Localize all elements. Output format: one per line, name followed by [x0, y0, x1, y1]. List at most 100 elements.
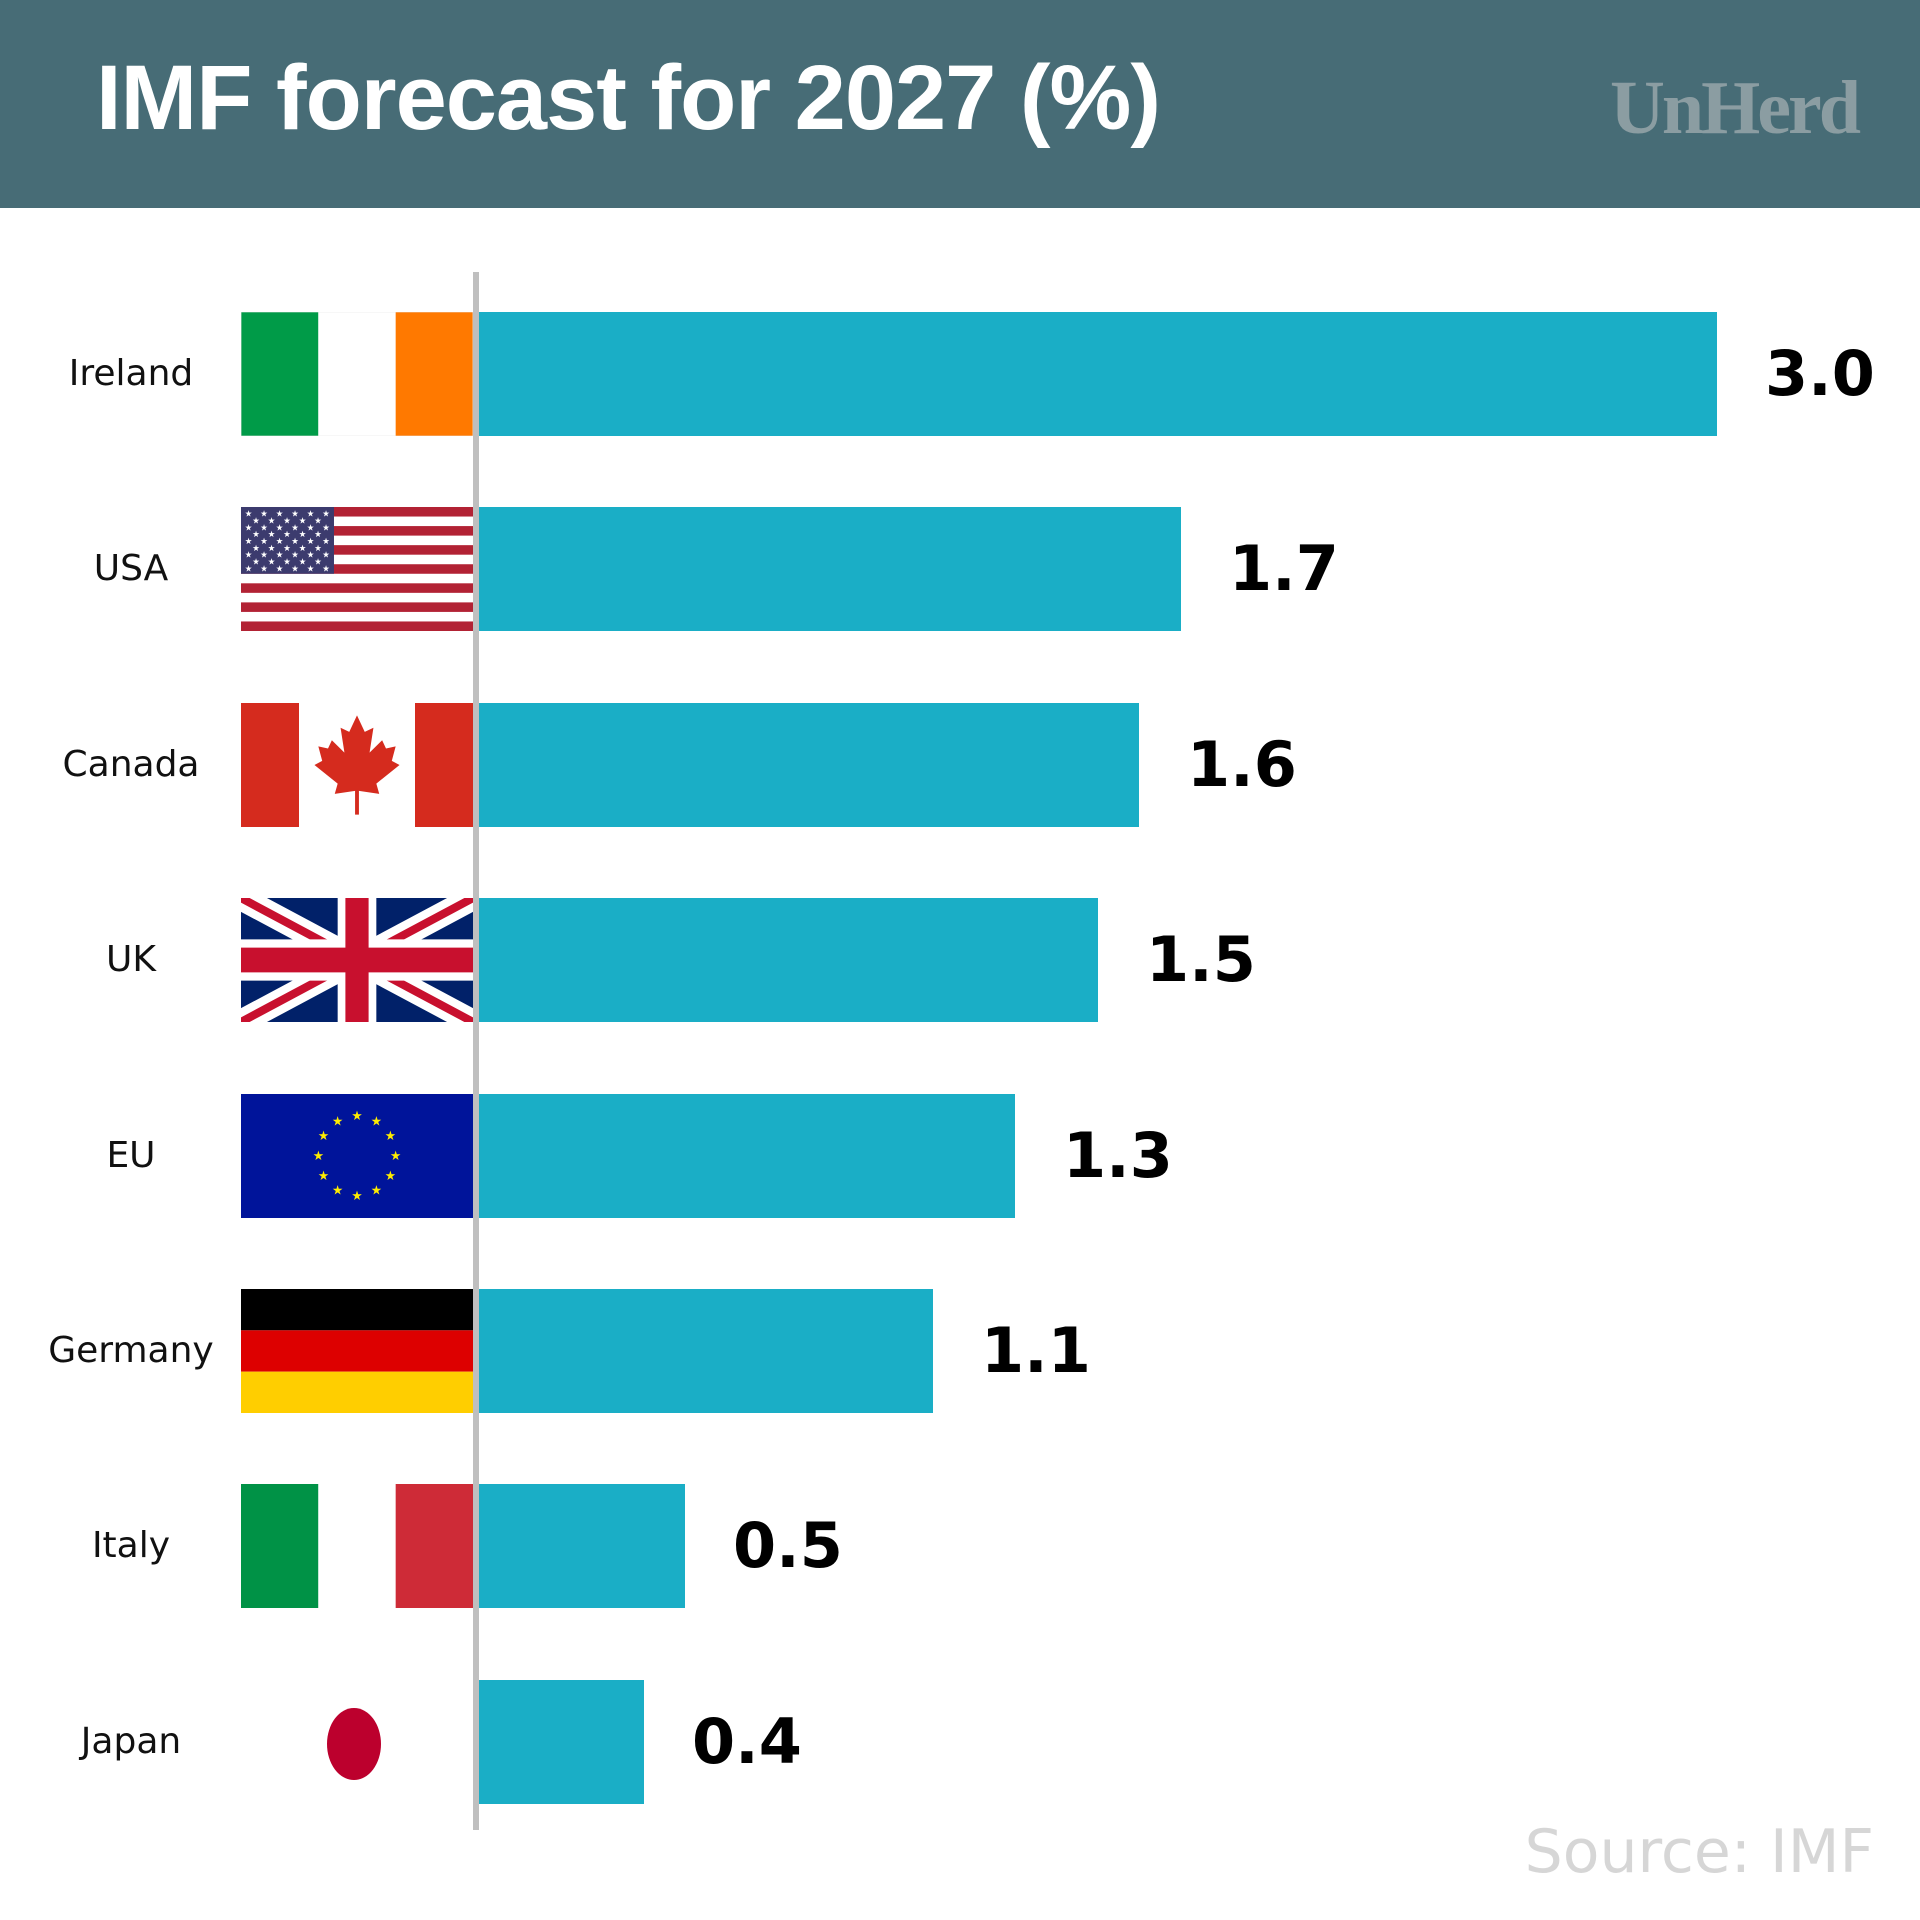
bar: [479, 1680, 644, 1804]
bar-row: Italy 0.5: [0, 1484, 1920, 1608]
svg-text:★: ★: [283, 530, 291, 540]
svg-text:★: ★: [276, 551, 284, 561]
svg-text:★: ★: [299, 544, 307, 554]
svg-text:★: ★: [313, 1149, 324, 1164]
chart-title: IMF forecast for 2027 (%): [96, 47, 1161, 149]
svg-text:★: ★: [252, 530, 260, 540]
bar: [479, 1289, 933, 1413]
svg-text:★: ★: [268, 530, 276, 540]
svg-text:★: ★: [307, 537, 315, 547]
bar: [479, 312, 1717, 436]
svg-text:★: ★: [299, 530, 307, 540]
svg-text:★: ★: [322, 564, 330, 574]
category-label: Italy: [91, 1525, 171, 1566]
svg-text:★: ★: [318, 1169, 329, 1184]
bar-row: Japan 0.4: [0, 1680, 1920, 1804]
svg-text:★: ★: [291, 523, 299, 533]
svg-text:★: ★: [307, 551, 315, 561]
bar: [479, 507, 1181, 631]
bar-row: UK 1.5: [0, 898, 1920, 1022]
category-label: Japan: [80, 1721, 182, 1762]
svg-text:★: ★: [252, 544, 260, 554]
svg-text:★: ★: [245, 551, 253, 561]
svg-text:★: ★: [276, 537, 284, 547]
data-label: 3.0: [1765, 337, 1875, 410]
svg-text:★: ★: [307, 509, 315, 519]
svg-text:★: ★: [283, 544, 291, 554]
uk-flag-icon: [241, 898, 473, 1022]
svg-text:★: ★: [385, 1129, 396, 1144]
svg-text:★: ★: [268, 544, 276, 554]
usa-flag-icon: ★ ★ ★ ★ ★ ★ ★ ★ ★ ★ ★ ★ ★ ★ ★ ★ ★ ★ ★ ★ ★ ★ ★ ★ ★ ★ ★ ★ ★ ★ ★ ★ ★ ★ ★ ★ ★ ★ ★ ★…: [241, 507, 473, 631]
svg-text:★: ★: [245, 537, 253, 547]
svg-text:★: ★: [252, 516, 260, 526]
svg-text:★: ★: [371, 1114, 382, 1129]
category-label: Germany: [48, 1330, 214, 1371]
bar: [479, 898, 1098, 1022]
svg-text:★: ★: [351, 1189, 362, 1204]
svg-text:★: ★: [291, 564, 299, 574]
data-label: 1.7: [1229, 532, 1339, 605]
svg-text:★: ★: [283, 558, 291, 568]
svg-text:★: ★: [390, 1149, 401, 1164]
svg-text:★: ★: [351, 1109, 362, 1124]
bar-row: EU ★ ★ ★ ★ ★ ★ ★ ★ ★ ★ ★ ★ 1.3: [0, 1094, 1920, 1218]
svg-text:★: ★: [291, 551, 299, 561]
svg-text:★: ★: [322, 509, 330, 519]
svg-text:★: ★: [322, 551, 330, 561]
svg-text:★: ★: [260, 523, 268, 533]
svg-text:★: ★: [314, 530, 322, 540]
svg-text:★: ★: [291, 509, 299, 519]
category-label: UK: [106, 939, 156, 980]
italy-flag-icon: [241, 1484, 473, 1608]
svg-text:★: ★: [260, 551, 268, 561]
svg-text:★: ★: [245, 564, 253, 574]
canada-flag-icon: [241, 703, 473, 827]
svg-text:★: ★: [332, 1183, 343, 1198]
svg-text:★: ★: [245, 523, 253, 533]
svg-text:★: ★: [299, 516, 307, 526]
svg-text:★: ★: [283, 516, 291, 526]
svg-text:★: ★: [260, 564, 268, 574]
eu-flag-icon: ★ ★ ★ ★ ★ ★ ★ ★ ★ ★ ★ ★: [241, 1094, 473, 1218]
svg-text:★: ★: [322, 523, 330, 533]
header-banner: IMF forecast for 2027 (%) UnHerd: [0, 0, 1920, 208]
svg-text:★: ★: [314, 558, 322, 568]
ireland-flag-icon: [241, 312, 473, 436]
svg-text:★: ★: [307, 564, 315, 574]
data-label: 1.6: [1187, 728, 1297, 801]
svg-text:★: ★: [276, 509, 284, 519]
svg-text:★: ★: [268, 516, 276, 526]
svg-text:★: ★: [307, 523, 315, 533]
svg-text:★: ★: [314, 544, 322, 554]
svg-text:★: ★: [252, 558, 260, 568]
bar: [479, 1094, 1015, 1218]
data-label: 0.4: [692, 1705, 802, 1778]
svg-text:★: ★: [371, 1183, 382, 1198]
germany-flag-icon: [241, 1289, 473, 1413]
svg-text:★: ★: [260, 509, 268, 519]
bar-row: Canada 1.6: [0, 703, 1920, 827]
svg-text:★: ★: [318, 1129, 329, 1144]
svg-text:★: ★: [260, 537, 268, 547]
svg-text:★: ★: [245, 509, 253, 519]
japan-flag-icon: [241, 1680, 473, 1804]
data-label: 1.3: [1063, 1119, 1173, 1192]
svg-text:★: ★: [314, 516, 322, 526]
svg-text:★: ★: [291, 537, 299, 547]
svg-text:★: ★: [268, 558, 276, 568]
category-label: USA: [93, 548, 169, 589]
bar-row: USA ★ ★ ★ ★ ★ ★ ★ ★ ★ ★ ★ ★ ★ ★ ★ ★ ★ ★ ★ ★ ★ ★ ★ ★ ★ ★ ★ ★ ★ ★ ★ ★ ★ ★ ★ ★ ★…: [0, 507, 1920, 631]
svg-text:★: ★: [299, 558, 307, 568]
category-label: Canada: [62, 744, 200, 785]
category-label: Ireland: [68, 353, 194, 394]
svg-text:★: ★: [276, 523, 284, 533]
svg-text:★: ★: [276, 564, 284, 574]
bar: [479, 1484, 685, 1608]
bar-row: Ireland 3.0: [0, 312, 1920, 436]
bar-row: Germany 1.1: [0, 1289, 1920, 1413]
data-label: 1.1: [981, 1314, 1091, 1387]
category-label: EU: [106, 1135, 156, 1176]
svg-text:★: ★: [385, 1169, 396, 1184]
y-axis-line: [473, 272, 479, 1830]
